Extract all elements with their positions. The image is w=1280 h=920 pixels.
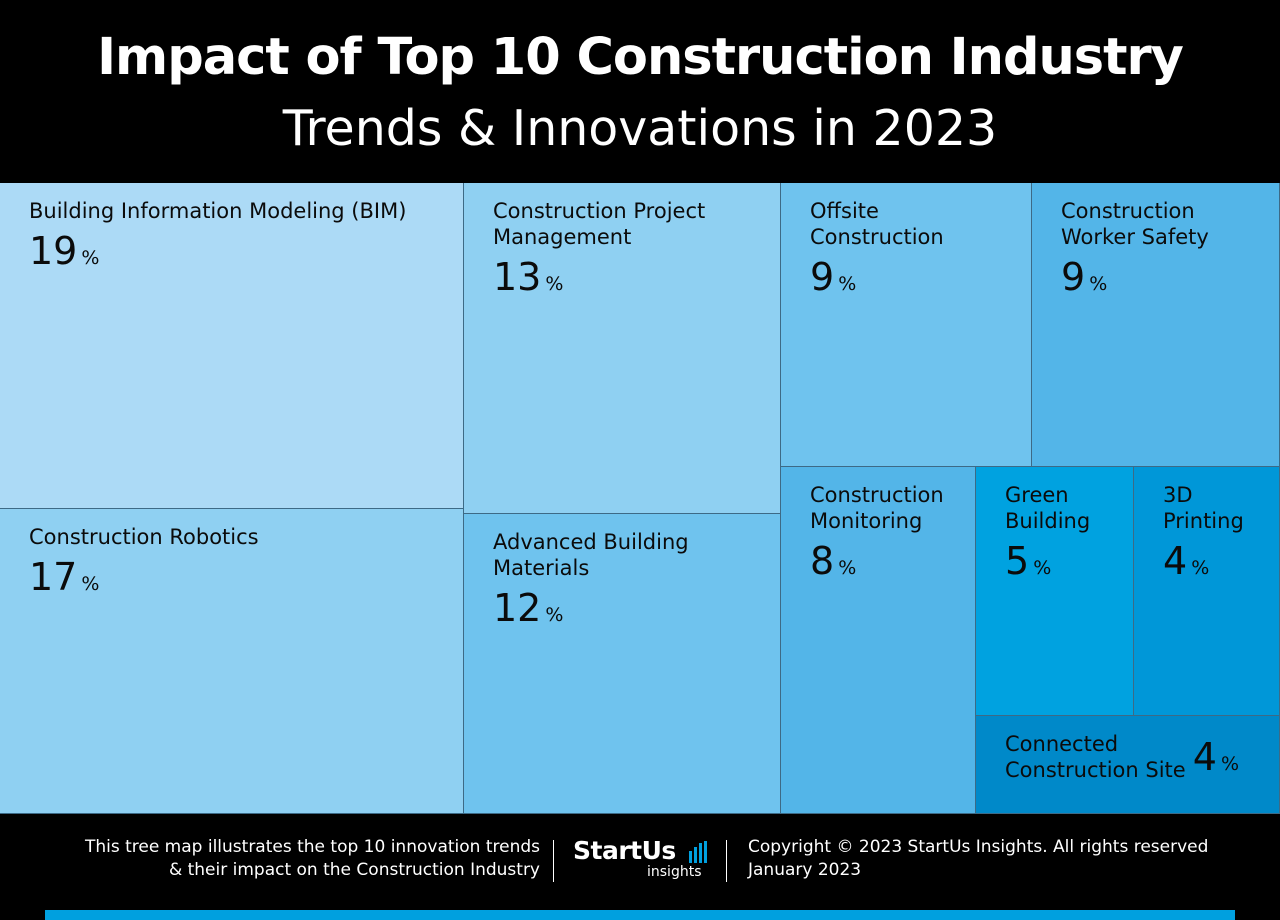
treemap-tile-advanced-building-materials: Advanced Building Materials 12%	[464, 514, 781, 814]
treemap-tile-3d-printing: 3D Printing 4%	[1134, 467, 1280, 716]
tile-value-number: 4	[1163, 539, 1188, 583]
footer-divider	[726, 840, 727, 882]
tile-value-unit: %	[1033, 557, 1052, 579]
treemap-tile-green-building: Green Building 5%	[976, 467, 1134, 716]
page-title: Impact of Top 10 Construction Industry	[97, 28, 1184, 87]
tile-label-line: Printing	[1163, 509, 1244, 533]
tile-label: Construction Project Management 13%	[493, 198, 770, 307]
treemap-tile-offsite-construction: Offsite Construction 9%	[781, 183, 1032, 467]
treemap-chart: Building Information Modeling (BIM) 19% Co…	[0, 183, 1280, 814]
tile-value-number: 13	[493, 255, 542, 299]
tile-value: 17%	[29, 554, 453, 607]
tile-label-line: Construction Project	[493, 199, 706, 223]
tile-value-number: 19	[29, 229, 78, 273]
tile-label: Green Building 5%	[1005, 482, 1123, 591]
tile-label-line: Offsite	[810, 199, 879, 223]
tile-value-number: 5	[1005, 539, 1030, 583]
tile-value: 12%	[493, 585, 770, 638]
tile-value: 19%	[29, 228, 453, 281]
description-line-1: This tree map illustrates the top 10 inn…	[84, 837, 540, 857]
logo-subtitle: insights	[647, 864, 702, 880]
logo-wordmark: StartUs	[573, 836, 676, 865]
tile-value: 13%	[493, 254, 770, 307]
footer: This tree map illustrates the top 10 inn…	[0, 814, 1280, 920]
tile-label: Construction Robotics 17%	[29, 524, 453, 607]
tile-label-line: Materials	[493, 556, 590, 580]
tile-label-line: Construction	[810, 483, 944, 507]
tile-value-number: 9	[1061, 255, 1086, 299]
tile-label-line: Advanced Building	[493, 530, 689, 554]
tile-value-unit: %	[81, 247, 100, 269]
tile-value-unit: %	[1191, 557, 1210, 579]
footer-divider	[553, 840, 554, 882]
copyright-block: Copyright © 2023 StartUs Insights. All r…	[748, 836, 1208, 882]
treemap-tile-construction-project-management: Construction Project Management 13%	[464, 183, 781, 514]
tile-value-number: 9	[810, 255, 835, 299]
tile-label-line: Building	[1005, 509, 1091, 533]
description-line-2: & their impact on the Construction Indus…	[168, 860, 540, 880]
tile-value: 9%	[810, 254, 1021, 307]
tile-value-number: 12	[493, 586, 542, 630]
tile-label: Building Information Modeling (BIM) 19%	[29, 198, 453, 281]
treemap-tile-construction-monitoring: Construction Monitoring 8%	[781, 467, 976, 814]
tile-label: Offsite Construction 9%	[810, 198, 1021, 307]
startus-logo: StartUs insights	[573, 836, 713, 884]
tile-value: 4%	[1193, 734, 1239, 787]
tile-value-unit: %	[545, 604, 564, 626]
tile-value-number: 17	[29, 555, 78, 599]
treemap-tile-construction-worker-safety: Construction Worker Safety 9%	[1032, 183, 1280, 467]
tile-value: 4%	[1163, 538, 1269, 591]
accent-bar	[45, 910, 1235, 920]
tile-label: Construction Monitoring 8%	[810, 482, 965, 591]
tile-label-line: Building Information Modeling (BIM)	[29, 199, 407, 223]
chart-description: This tree map illustrates the top 10 inn…	[20, 836, 540, 882]
tile-value: 5%	[1005, 538, 1123, 591]
header: Impact of Top 10 Construction Industry T…	[0, 0, 1280, 183]
tile-label-line: Connected	[1005, 732, 1119, 756]
tile-label-line: Construction	[810, 225, 944, 249]
tile-label-line: Worker Safety	[1061, 225, 1209, 249]
tile-value-unit: %	[1220, 753, 1239, 775]
tile-label: 3D Printing 4%	[1163, 482, 1269, 591]
tile-label: Advanced Building Materials 12%	[493, 529, 770, 638]
treemap-tile-connected-construction-site: Connected Construction Site 4%	[976, 716, 1280, 814]
bar-chart-icon	[689, 841, 707, 863]
tile-value: 8%	[810, 538, 965, 591]
tile-label-line: Construction Site	[1005, 758, 1186, 782]
tile-value-unit: %	[838, 557, 857, 579]
tile-label: Construction Worker Safety 9%	[1061, 198, 1269, 307]
copyright-text: Copyright © 2023 StartUs Insights. All r…	[748, 837, 1209, 857]
tile-label-line: Management	[493, 225, 632, 249]
tile-label-line: Construction	[1061, 199, 1195, 223]
publish-date: January 2023	[748, 860, 862, 880]
tile-value-unit: %	[545, 273, 564, 295]
tile-value-number: 8	[810, 539, 835, 583]
tile-label-line: Construction Robotics	[29, 525, 259, 549]
tile-value-unit: %	[838, 273, 857, 295]
treemap-tile-building-information-modeling-bim: Building Information Modeling (BIM) 19%	[0, 183, 464, 509]
treemap-tile-construction-robotics: Construction Robotics 17%	[0, 509, 464, 814]
tile-label-line: Green	[1005, 483, 1069, 507]
page-subtitle: Trends & Innovations in 2023	[282, 100, 998, 157]
tile-value-number: 4	[1192, 735, 1217, 779]
tile-value-unit: %	[81, 573, 100, 595]
tile-value-unit: %	[1089, 273, 1108, 295]
tile-label-line: 3D	[1163, 483, 1193, 507]
tile-value: 9%	[1061, 254, 1269, 307]
tile-label: Connected Construction Site	[1005, 731, 1186, 783]
tile-label-line: Monitoring	[810, 509, 923, 533]
